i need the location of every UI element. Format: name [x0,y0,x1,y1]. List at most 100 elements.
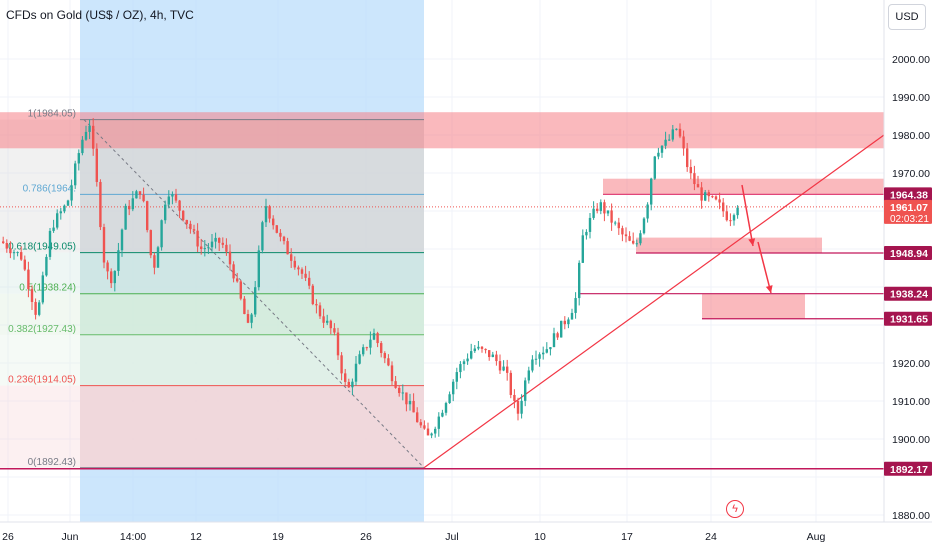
candle-body [34,301,37,315]
candle-body [358,354,361,364]
candle-body [722,202,725,212]
price-label: 1931.65 [890,314,928,326]
candle-body [221,242,224,245]
candle-body [394,381,397,388]
candle-body [736,207,739,216]
candle-body [254,287,257,315]
time-tick-label: 26 [360,531,372,543]
candle-body [182,210,185,220]
candle-body [527,370,530,381]
candle-body [203,248,206,250]
time-tick-label: 17 [621,531,633,543]
candle-body [124,205,127,230]
candle-body [56,213,59,228]
fib-label: 0.786(1964. [23,183,76,194]
candle-body [81,139,84,154]
candle-body [315,304,318,306]
candle-body [498,361,502,371]
candle-body [135,191,138,199]
candle-body [189,223,192,230]
candle-body [156,247,160,268]
fib-band [80,252,424,294]
candle-body [365,347,368,349]
candle-body [290,254,293,261]
price-label-box [884,461,932,476]
supply-zone [603,178,884,195]
candle-body [732,215,736,221]
candle-body [524,380,527,401]
resistance-zone [0,112,884,149]
candle-body [236,278,239,282]
candle-body [462,361,466,365]
candle-body [729,220,732,222]
candle-body [495,354,498,362]
candle-body [347,381,350,388]
price-tick-label: 1990.00 [892,92,930,104]
candle-body [88,125,91,132]
candle-body [506,366,509,373]
candle-body [484,348,487,351]
candle-body [23,259,26,270]
candle-body [354,363,358,382]
fib-band [80,194,424,253]
candle-body [448,394,451,404]
candle-body [452,381,455,395]
candle-body [531,359,534,371]
time-tick-label: Jul [445,531,458,543]
candle-body [84,131,88,140]
candle-body [603,202,606,214]
price-label-box [884,246,932,261]
candle-body [398,387,401,394]
candle-body [167,196,170,205]
candle-body [268,206,271,219]
candle-body [146,201,149,231]
candle-body [567,319,570,325]
candle-body [192,229,196,231]
candle-body [509,372,512,395]
candle-body [293,260,296,268]
fib-label: 0.618(1949.05) [8,242,76,253]
candle-body [174,194,178,201]
candle-body [581,235,584,263]
candle-body [264,206,268,223]
candle-body [275,225,278,233]
candle-body [632,240,635,244]
candle-body [171,194,174,197]
candle-body [261,222,264,251]
candle-body [434,428,437,434]
candle-body [326,320,329,323]
candle-body [444,403,448,413]
candle-body [642,218,646,234]
countdown-label: 02:03:21 [890,214,929,225]
candle-body [563,320,566,325]
time-tick-label: 26 [2,531,14,543]
price-label-box [884,311,932,326]
candle-body [282,236,286,242]
candle-body [401,392,404,394]
candle-body [333,328,336,333]
candle-body [286,241,289,255]
candle-body [606,210,610,214]
candle-body [552,333,556,348]
candle-body [610,210,613,223]
candle-body [678,128,682,137]
candle-body [225,244,228,252]
candle-body [646,204,649,219]
candle-body [246,314,250,323]
candle-body [380,343,383,354]
candle-body [704,192,707,201]
candle-body [369,339,372,348]
candle-body [27,269,30,290]
candle-body [214,237,217,242]
candle-body [408,400,412,405]
candle-body [131,198,134,210]
candle-body [243,298,246,315]
candle-body [538,354,541,359]
candle-body [560,320,563,338]
lightning-icon[interactable]: ϟ [726,500,744,518]
candle-body [614,222,617,224]
currency-selector-button[interactable]: USD [888,4,926,30]
candle-body [416,412,419,423]
candle-body [311,285,314,305]
